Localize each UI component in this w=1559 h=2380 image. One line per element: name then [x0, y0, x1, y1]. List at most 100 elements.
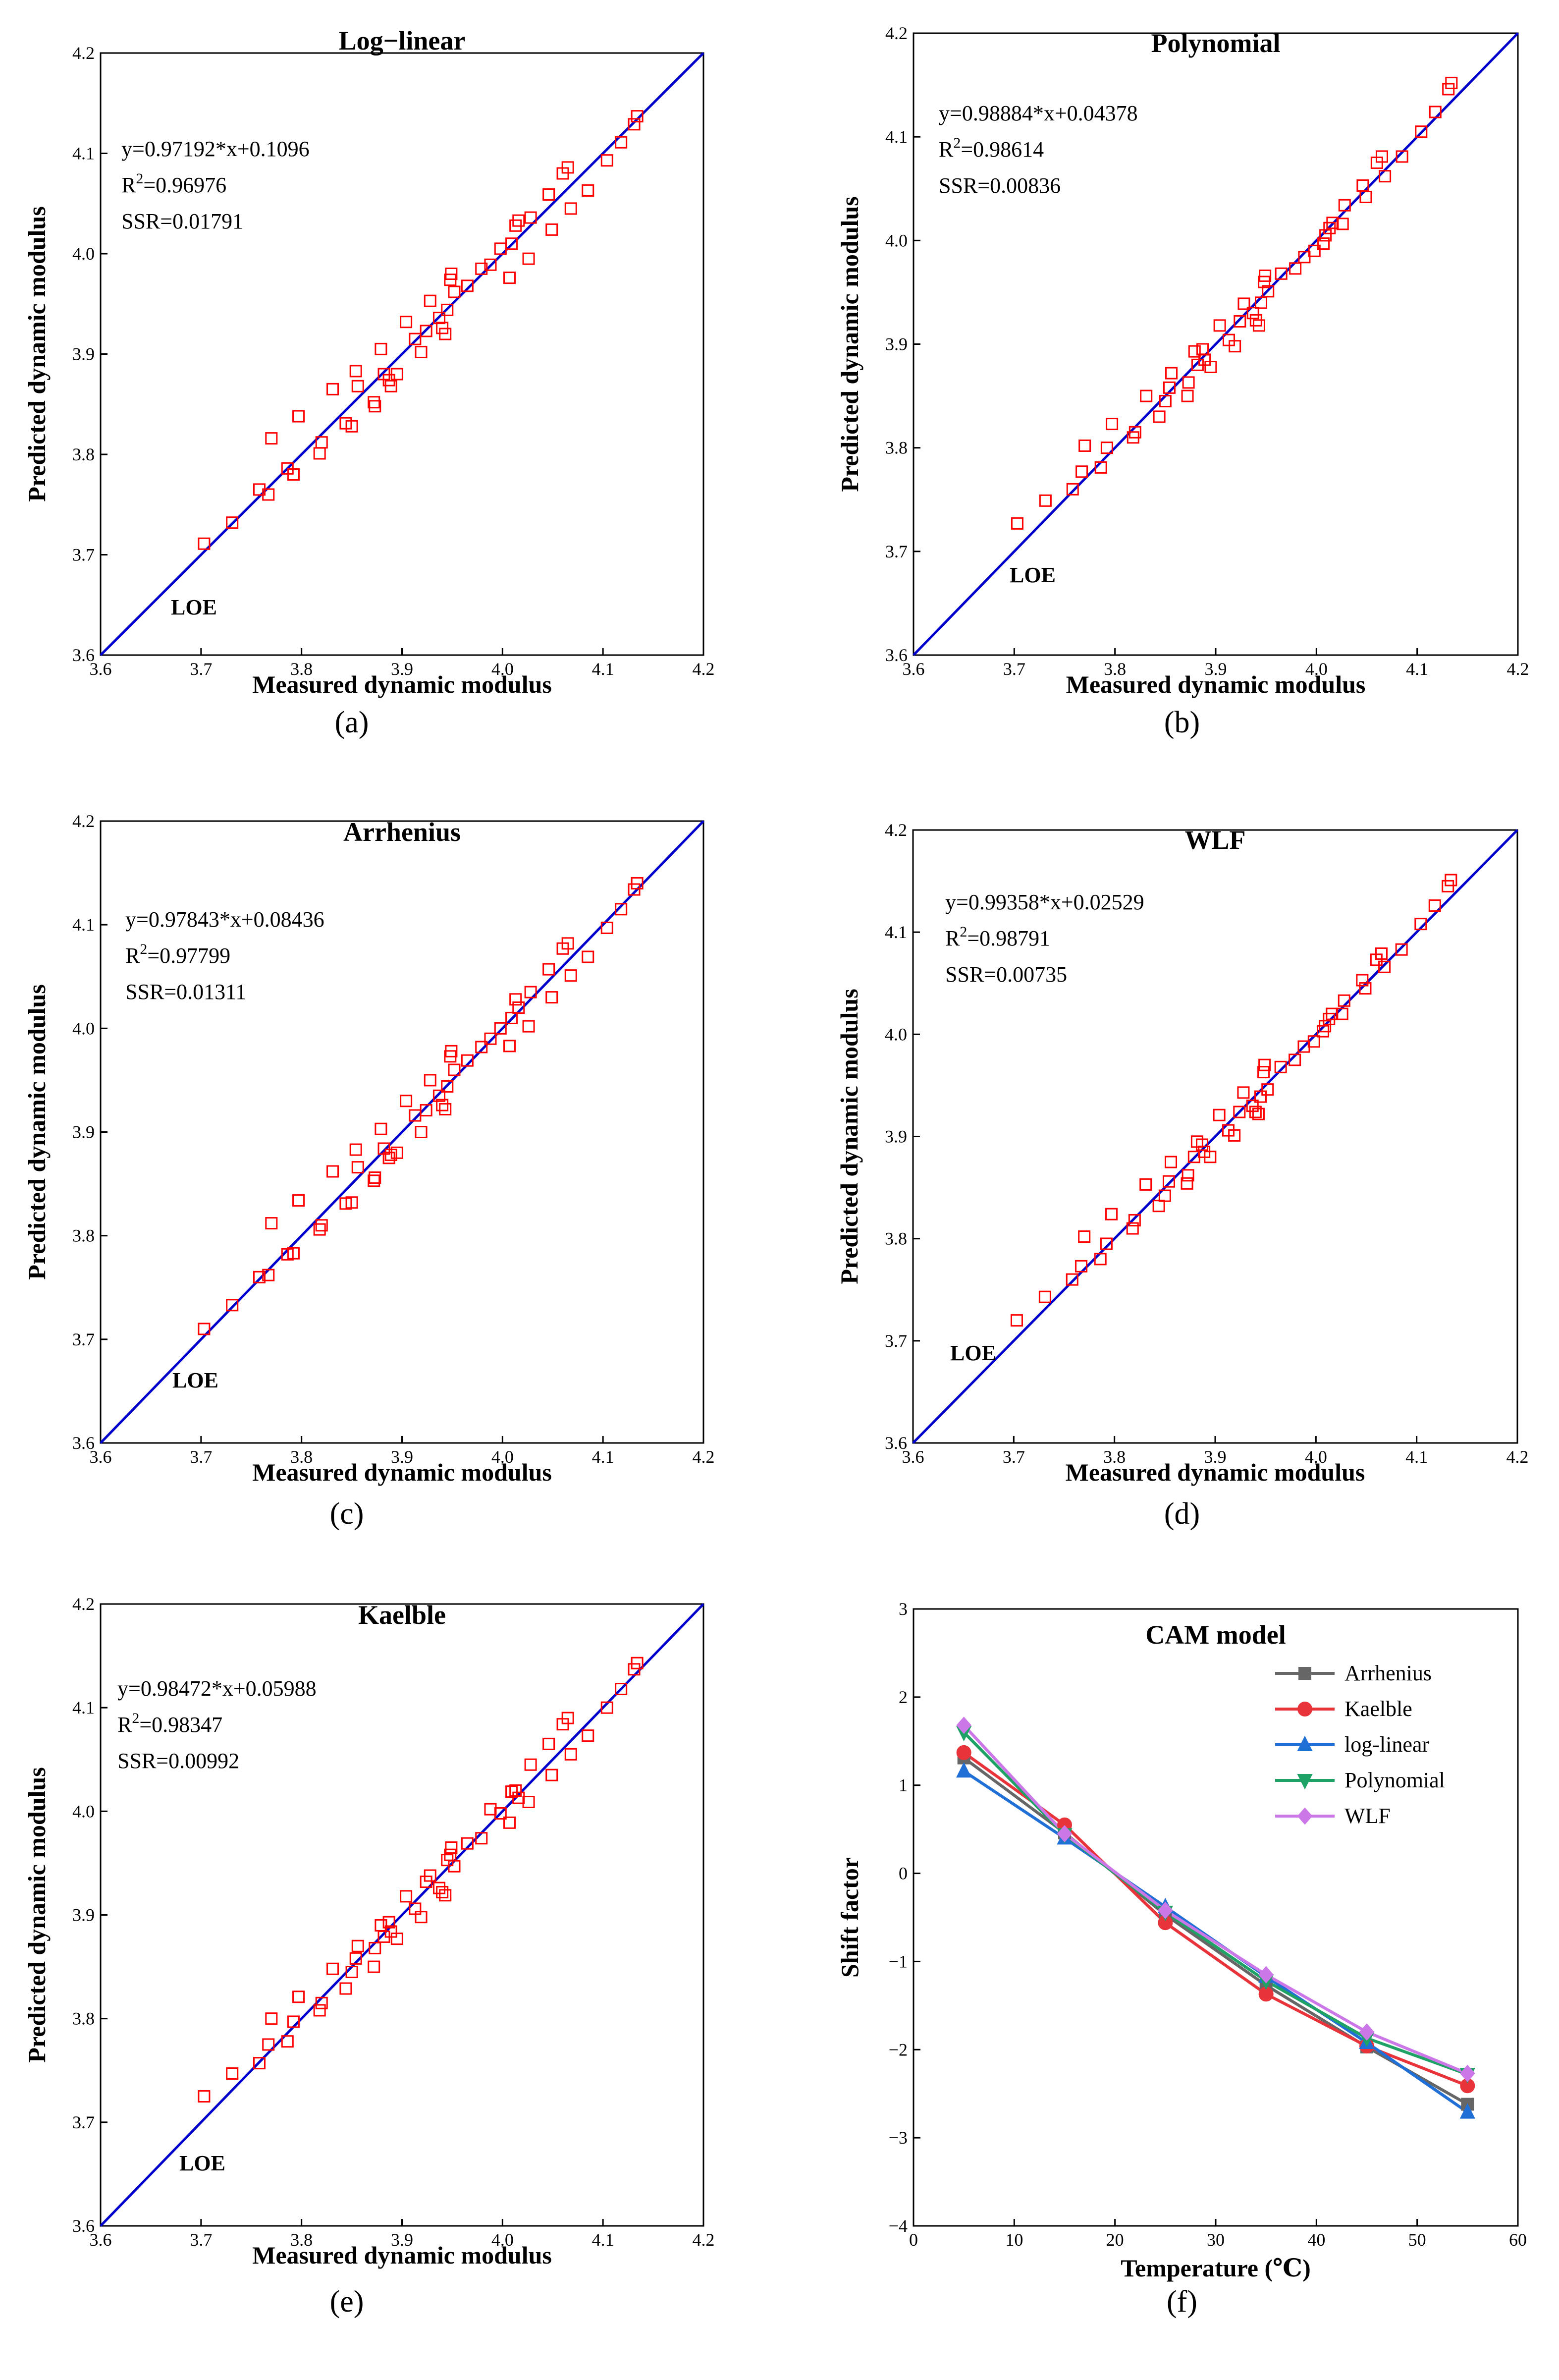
legend-marker: [1297, 1807, 1313, 1825]
data-point: [561, 1712, 574, 1724]
data-point: [382, 1916, 395, 1929]
data-point: [1326, 217, 1339, 229]
data-point: [600, 921, 613, 934]
data-point: [326, 383, 339, 395]
data-point: [439, 1889, 452, 1902]
data-point: [1415, 125, 1428, 138]
x-tick-label: 20: [1106, 2230, 1124, 2250]
x-tick-label: 3.6: [902, 1447, 924, 1467]
x-tick-label: 4.2: [693, 2230, 715, 2250]
data-point: [461, 1054, 474, 1067]
y-tick-label: 1: [899, 1775, 908, 1795]
legend-entry: Arrhenius: [1344, 1661, 1432, 1685]
data-point: [628, 1663, 641, 1676]
data-point: [313, 1223, 326, 1236]
line-of-equality: [100, 820, 704, 1444]
data-point: [1078, 1230, 1091, 1243]
y-tick-label: 3.8: [72, 2009, 95, 2029]
data-point: [1259, 269, 1272, 282]
data-point: [400, 1095, 413, 1107]
y-tick-label: 4.1: [72, 144, 95, 164]
x-tick-label: 3.7: [190, 1447, 212, 1467]
x-tick-label: 4.2: [693, 659, 715, 679]
x-axis-title: Measured dynamic modulus: [1066, 1458, 1365, 1486]
data-point: [1078, 439, 1091, 452]
data-point: [1139, 1178, 1152, 1191]
data-point: [509, 1784, 522, 1797]
plot-frame: [913, 1608, 1519, 2227]
data-point: [445, 1045, 458, 1057]
data-point: [351, 380, 364, 392]
data-point: [615, 903, 628, 916]
data-point: [439, 328, 452, 340]
x-tick-label: 3.8: [290, 2230, 313, 2250]
x-tick-label: 3.9: [1205, 659, 1227, 679]
y-tick-label: 3.9: [72, 1905, 95, 1925]
panel-caption: (c): [330, 1497, 364, 1531]
data-point: [1319, 1020, 1332, 1033]
ssr-value: SSR=0.01791: [121, 209, 243, 233]
data-point: [484, 1032, 497, 1045]
data-point: [1336, 218, 1349, 230]
x-tick-label: 4.0: [491, 659, 514, 679]
data-point: [1308, 244, 1321, 257]
series-point-log-linear: [956, 1762, 972, 1778]
data-point: [1319, 229, 1332, 242]
regression-equation: y=0.97192*x+0.1096: [121, 137, 310, 161]
series-point-wlf: [1158, 1901, 1173, 1919]
data-point: [1445, 874, 1457, 886]
legend-marker: [1298, 1667, 1311, 1680]
data-point: [1094, 1253, 1107, 1266]
data-point: [390, 1933, 403, 1945]
line-of-equality: [100, 1603, 704, 2227]
line-of-equality: [912, 829, 1518, 1444]
data-point: [505, 1785, 518, 1798]
data-point: [390, 368, 403, 381]
loe-label: LOE: [179, 2151, 225, 2175]
data-point: [615, 1683, 628, 1696]
data-point: [522, 1796, 535, 1809]
data-point: [445, 1841, 458, 1854]
data-point: [315, 1219, 328, 1232]
data-point: [1234, 315, 1246, 328]
legend-marker: [1297, 1735, 1313, 1751]
data-point: [1126, 1222, 1139, 1235]
data-point: [345, 420, 358, 433]
data-point: [631, 110, 644, 123]
data-point: [420, 325, 432, 337]
data-point: [1359, 982, 1372, 995]
data-point: [564, 202, 577, 215]
data-point: [503, 272, 516, 284]
data-point: [542, 1737, 555, 1750]
data-point: [349, 1952, 362, 1965]
data-point: [415, 1126, 428, 1138]
y-tick-label: 3.8: [885, 438, 908, 458]
data-point: [262, 1269, 275, 1281]
x-tick-label: 3.6: [90, 2230, 112, 2250]
ssr-value: SSR=0.01311: [125, 980, 246, 1004]
data-point: [1336, 1007, 1348, 1020]
panel-caption: (e): [330, 2285, 364, 2319]
data-point: [198, 537, 211, 550]
data-point: [1359, 190, 1372, 203]
data-point: [1258, 276, 1271, 288]
y-tick-label: 4.0: [72, 244, 95, 264]
loe-label: LOE: [171, 595, 217, 619]
data-point: [1429, 106, 1442, 118]
data-point: [1261, 1083, 1274, 1096]
data-point: [1140, 389, 1153, 402]
x-tick-label: 3.9: [391, 659, 413, 679]
data-point: [1262, 285, 1275, 298]
chart-title: Kaelble: [358, 1600, 446, 1630]
x-tick-label: 3.9: [391, 1447, 413, 1467]
y-tick-label: 3: [899, 1599, 908, 1619]
data-point: [226, 1299, 239, 1312]
series-point-wlf: [1057, 1825, 1073, 1843]
x-axis-title: Measured dynamic modulus: [252, 2241, 552, 2269]
data-point: [315, 1996, 328, 2009]
data-point: [484, 1803, 497, 1816]
x-tick-label: 4.1: [592, 2230, 614, 2250]
loe-label: LOE: [1010, 563, 1056, 587]
data-point: [1129, 426, 1141, 439]
y-tick-label: 3.6: [885, 1433, 907, 1453]
